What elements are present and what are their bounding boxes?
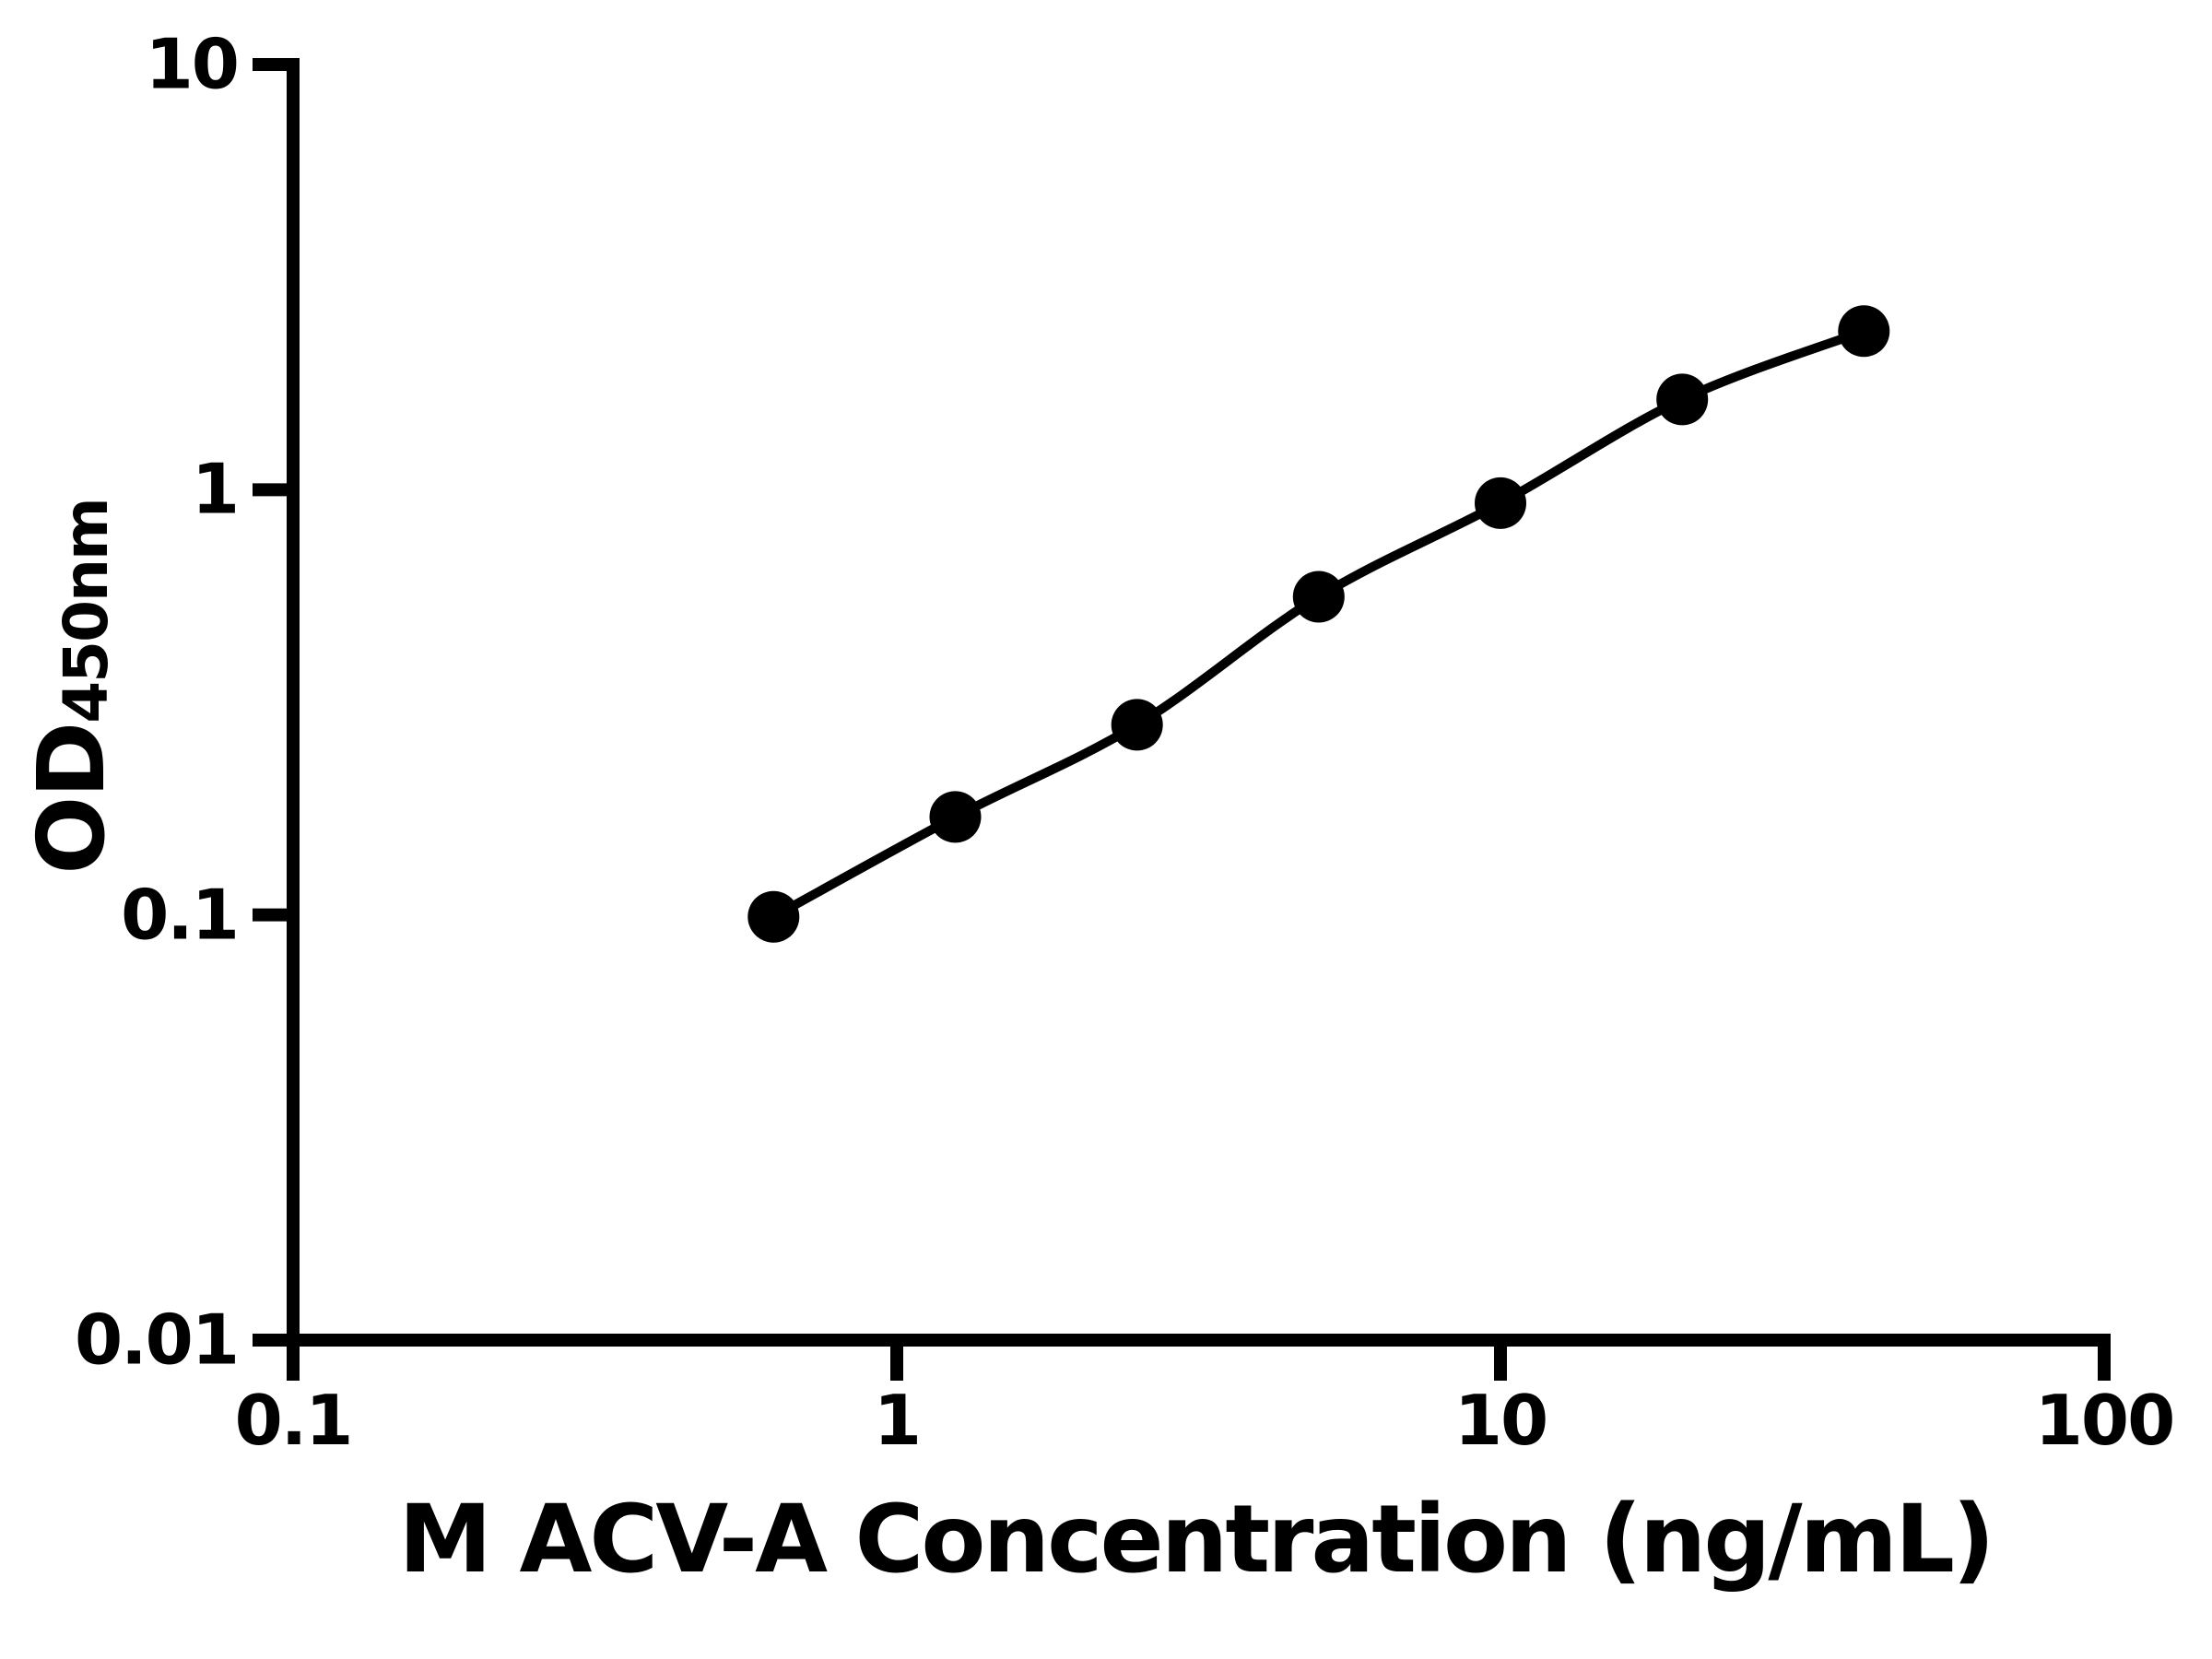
y-axis-tick-label: 10 bbox=[145, 23, 240, 105]
y-axis-title-sub: 450nm bbox=[50, 499, 122, 724]
x-axis-tick-label: 10 bbox=[1453, 1380, 1548, 1461]
data-point-marker bbox=[1838, 305, 1890, 358]
y-axis-tick-label: 0.01 bbox=[74, 1299, 240, 1381]
y-axis-title-main: OD bbox=[18, 723, 125, 875]
y-axis-title: OD450nm bbox=[18, 499, 125, 875]
y-axis-tick-label: 0.1 bbox=[121, 874, 240, 956]
data-point-marker bbox=[1111, 699, 1163, 751]
data-point-marker bbox=[929, 791, 982, 843]
y-axis-tick-label: 1 bbox=[191, 448, 240, 530]
x-axis-title: M ACV-A Concentration (ng/mL) bbox=[398, 1485, 1994, 1594]
data-point-marker bbox=[1475, 477, 1526, 529]
data-point-marker bbox=[747, 890, 800, 943]
x-axis-tick-label: 1 bbox=[873, 1380, 922, 1461]
x-axis-tick-label: 100 bbox=[2034, 1380, 2176, 1461]
x-axis-tick-label: 0.1 bbox=[234, 1380, 354, 1461]
data-point-marker bbox=[1656, 373, 1709, 426]
data-point-marker bbox=[1292, 571, 1345, 623]
